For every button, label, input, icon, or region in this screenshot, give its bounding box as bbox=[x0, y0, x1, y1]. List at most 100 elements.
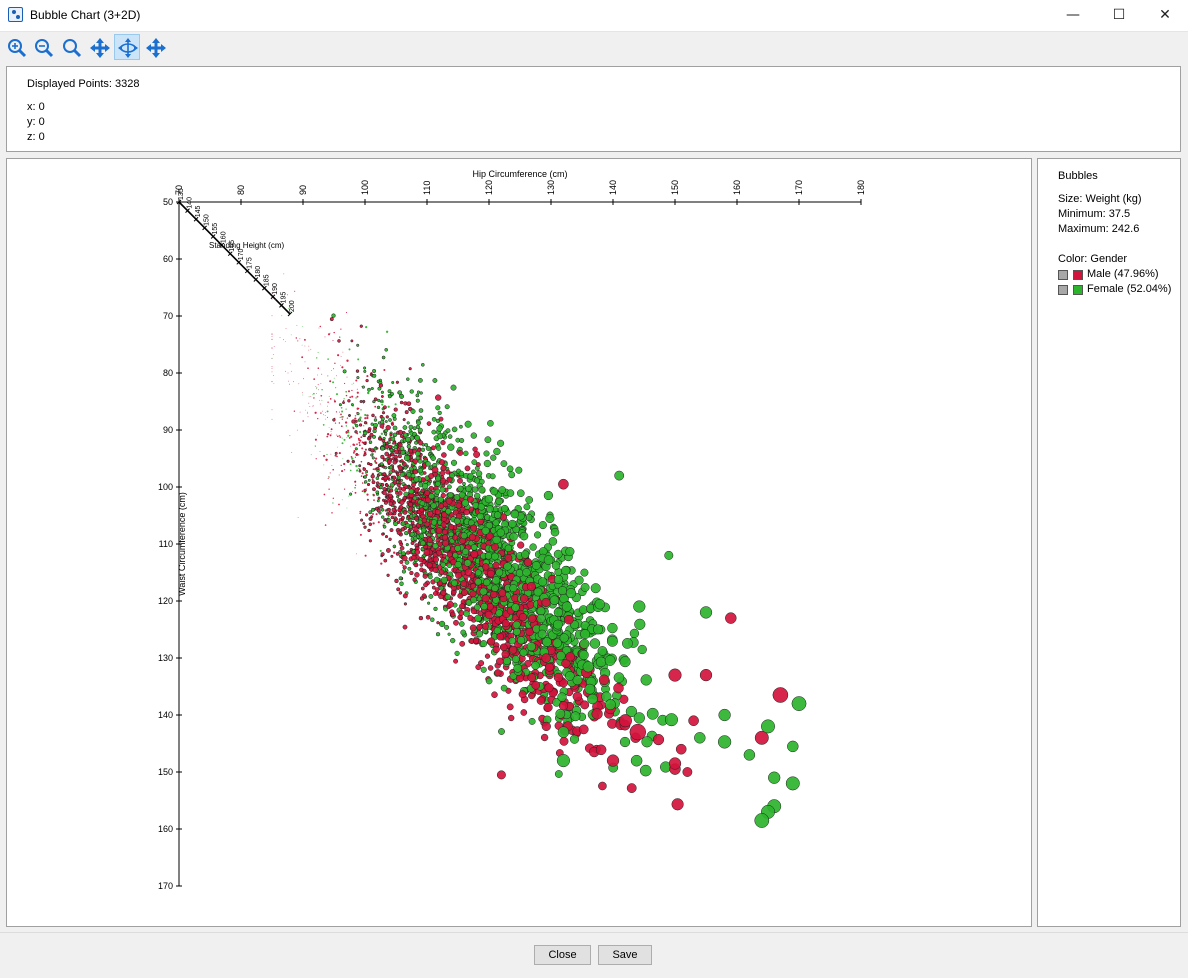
bubble bbox=[273, 383, 275, 384]
save-button[interactable]: Save bbox=[598, 945, 652, 965]
maximize-button[interactable]: ☐ bbox=[1112, 7, 1126, 23]
bubble bbox=[359, 512, 362, 515]
bubble bbox=[634, 618, 646, 630]
magnifier-icon bbox=[63, 39, 82, 58]
male-color-swatch[interactable] bbox=[1073, 270, 1083, 280]
female-visibility-toggle[interactable] bbox=[1058, 285, 1068, 295]
app-icon bbox=[8, 7, 23, 22]
bubble bbox=[313, 392, 315, 395]
bubble bbox=[458, 491, 466, 499]
chart-panel[interactable]: 70 80 90 100 110 120 130 140 150 160 170 180 Hip Cir… bbox=[6, 158, 1032, 927]
bubble bbox=[425, 461, 431, 467]
bubble bbox=[359, 416, 362, 419]
pan-button[interactable] bbox=[86, 34, 112, 60]
bubble bbox=[331, 370, 332, 371]
bubble bbox=[464, 568, 473, 577]
bubble bbox=[381, 439, 386, 443]
z-tick-label: 160 bbox=[221, 231, 228, 243]
bubble bbox=[364, 513, 369, 517]
bubble bbox=[531, 681, 541, 690]
bubble bbox=[363, 480, 368, 484]
bubble-chart[interactable]: 70 80 90 100 110 120 130 140 150 160 170 180 Hip Cir… bbox=[7, 159, 1031, 926]
bubble bbox=[337, 446, 338, 448]
bubble bbox=[349, 396, 352, 399]
bubble bbox=[437, 503, 445, 510]
bubble bbox=[521, 550, 530, 559]
bubble bbox=[450, 384, 457, 391]
bubble bbox=[381, 515, 385, 519]
bubble bbox=[290, 334, 292, 336]
bubble bbox=[358, 444, 361, 447]
rotate-button[interactable] bbox=[114, 34, 140, 60]
bubble bbox=[389, 433, 393, 437]
bubble bbox=[360, 518, 364, 522]
bubble bbox=[469, 624, 477, 632]
bubble bbox=[340, 328, 342, 330]
bubble bbox=[388, 537, 392, 541]
move-button[interactable] bbox=[142, 34, 168, 60]
bubble bbox=[348, 414, 351, 417]
bubble bbox=[426, 421, 432, 426]
zoom-fit-button[interactable] bbox=[58, 34, 84, 60]
bubble bbox=[356, 376, 360, 380]
close-button[interactable]: Close bbox=[534, 945, 591, 965]
bubble bbox=[420, 362, 425, 367]
bubble bbox=[447, 492, 454, 499]
bubble bbox=[438, 416, 444, 422]
bubble bbox=[363, 366, 367, 370]
bubble bbox=[431, 417, 437, 422]
bubble bbox=[556, 754, 570, 768]
bubble bbox=[368, 522, 373, 527]
bubble bbox=[412, 458, 419, 464]
minimize-button[interactable]: — bbox=[1066, 7, 1080, 23]
size-maximum-label: Maximum: 242.6 bbox=[1058, 223, 1140, 235]
bubble bbox=[438, 620, 446, 628]
bubble bbox=[445, 508, 452, 515]
zoom-in-button[interactable] bbox=[3, 34, 29, 60]
bubble bbox=[513, 663, 523, 673]
bubble bbox=[419, 507, 425, 513]
bubble bbox=[335, 393, 339, 396]
bubble bbox=[360, 436, 363, 439]
zoom-out-button[interactable] bbox=[30, 34, 56, 60]
male-visibility-toggle[interactable] bbox=[1058, 270, 1068, 280]
rotate-icon bbox=[118, 38, 138, 58]
bubble bbox=[491, 584, 499, 592]
bubble bbox=[544, 662, 554, 672]
bubble bbox=[542, 637, 552, 647]
bubble bbox=[327, 358, 329, 360]
bubble bbox=[413, 515, 419, 521]
bubble bbox=[435, 445, 442, 451]
bubble bbox=[390, 436, 396, 442]
bubble bbox=[595, 744, 607, 756]
bubble bbox=[412, 469, 418, 475]
bubble bbox=[372, 399, 376, 404]
bubble bbox=[328, 427, 330, 428]
bubble bbox=[367, 387, 371, 392]
bubble bbox=[372, 373, 377, 378]
bubble bbox=[359, 439, 362, 442]
close-window-button[interactable]: ✕ bbox=[1159, 7, 1171, 23]
bubble bbox=[380, 416, 385, 421]
bubble bbox=[346, 507, 348, 509]
bubble bbox=[293, 410, 296, 412]
bubble bbox=[413, 476, 420, 483]
bubble bbox=[717, 735, 732, 749]
bubble bbox=[504, 554, 513, 562]
bubble bbox=[550, 527, 560, 537]
bubble bbox=[423, 549, 431, 556]
bubble bbox=[492, 535, 501, 545]
bubble bbox=[477, 502, 486, 511]
bubble bbox=[373, 418, 378, 422]
bubble bbox=[363, 452, 367, 456]
bubble bbox=[503, 562, 512, 571]
bubble bbox=[333, 331, 335, 334]
bubble bbox=[333, 377, 335, 379]
bubble bbox=[363, 441, 367, 445]
bubble bbox=[559, 633, 569, 643]
bubble bbox=[342, 401, 345, 405]
female-color-swatch[interactable] bbox=[1073, 285, 1083, 295]
bubble bbox=[402, 495, 407, 501]
bubble bbox=[399, 434, 404, 439]
bubble bbox=[285, 370, 286, 372]
